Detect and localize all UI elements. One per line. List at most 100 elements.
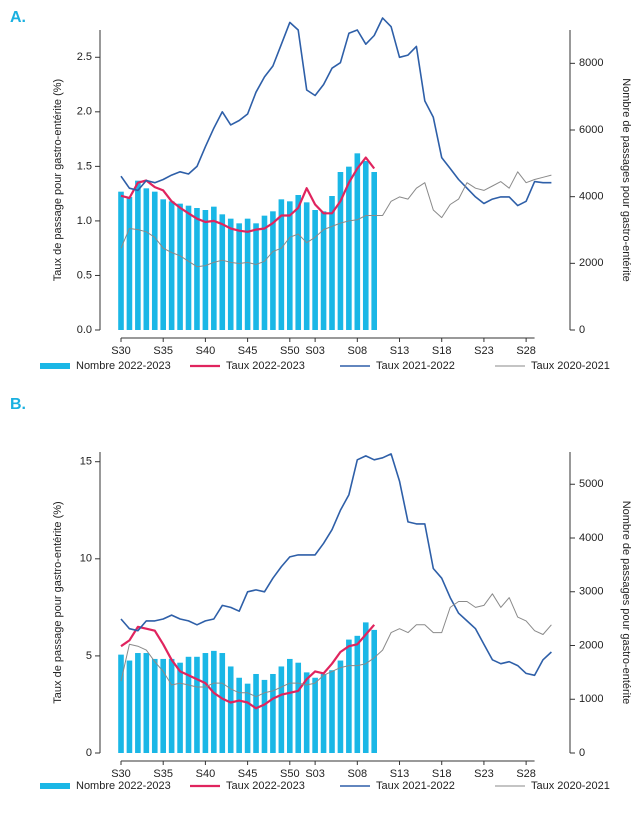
legend-swatch (40, 363, 70, 369)
bar (253, 223, 259, 330)
bar (194, 208, 200, 330)
y2-tick-label: 0 (579, 324, 585, 336)
bar (160, 199, 166, 330)
bar (135, 653, 141, 753)
bar (320, 673, 327, 753)
y-tick-label: 0.5 (77, 269, 92, 281)
x-tick-label: S03 (305, 768, 325, 780)
x-tick-label: S08 (348, 768, 368, 780)
legend-swatch (40, 783, 70, 789)
y-tick-label: 15 (80, 456, 92, 468)
bar (253, 673, 259, 753)
x-tick-label: S23 (474, 768, 494, 780)
bar (346, 639, 352, 753)
bar (219, 214, 226, 330)
bar (177, 203, 183, 330)
bar (168, 658, 175, 753)
legend-label: Taux 2021-2022 (376, 780, 455, 792)
x-tick-label: S13 (390, 768, 410, 780)
bar (143, 653, 150, 753)
bar (151, 658, 158, 753)
y-tick-label: 2.5 (77, 51, 92, 63)
bar (303, 202, 310, 330)
legend-label: Taux 2021-2022 (376, 360, 455, 372)
x-tick-label: S40 (196, 345, 216, 357)
y-tick-label: 2.0 (77, 106, 92, 118)
line (120, 624, 376, 710)
y2-tick-label: 0 (579, 747, 585, 759)
bar (118, 191, 124, 330)
bar (303, 672, 310, 753)
bar (211, 206, 217, 330)
bar (278, 666, 285, 753)
bar (177, 662, 183, 753)
bar (346, 166, 352, 330)
y-tick-label: 0.0 (77, 324, 92, 336)
bar (126, 197, 133, 330)
bar (236, 677, 242, 753)
bar (227, 218, 234, 330)
x-tick-label: S30 (111, 768, 131, 780)
x-tick-label: S50 (280, 345, 300, 357)
x-tick-label: S45 (238, 345, 258, 357)
y-tick-label: 10 (80, 553, 92, 565)
x-tick-label: S40 (196, 768, 216, 780)
bar (202, 210, 209, 330)
x-tick-label: S03 (305, 345, 325, 357)
y2-tick-label: 2000 (579, 257, 603, 269)
bar (371, 629, 377, 753)
bar (362, 161, 369, 330)
bar (354, 635, 361, 753)
legend-label: Taux 2022-2023 (226, 360, 305, 372)
bar (244, 218, 251, 330)
legend-label: Nombre 2022-2023 (76, 780, 171, 792)
bar (135, 180, 141, 330)
line (120, 593, 552, 698)
bar (244, 683, 251, 753)
x-tick-label: S18 (432, 345, 452, 357)
bar (219, 653, 226, 753)
bar (329, 670, 335, 753)
legend-label: Taux 2020-2021 (531, 360, 610, 372)
line (120, 171, 552, 268)
bar (312, 210, 318, 330)
bar (270, 673, 276, 753)
y-tick-label: 0 (86, 747, 92, 759)
bar (185, 656, 192, 753)
bar (287, 201, 293, 330)
bar (337, 660, 344, 753)
bar (270, 211, 276, 330)
x-tick-label: S45 (238, 768, 258, 780)
bar (211, 650, 217, 753)
bar (151, 191, 158, 330)
line (120, 156, 376, 233)
y-axis-title: Taux de passage pour gastro-entérite (%) (52, 501, 64, 703)
panel-label: A. (10, 9, 26, 26)
line (120, 453, 552, 677)
bar (194, 656, 200, 753)
bar (337, 172, 344, 330)
y2-tick-label: 3000 (579, 586, 603, 598)
x-tick-label: S30 (111, 345, 131, 357)
y-tick-label: 5 (86, 650, 92, 662)
x-tick-label: S28 (516, 768, 536, 780)
x-tick-label: S35 (153, 345, 173, 357)
bar (295, 662, 302, 753)
bar (295, 195, 302, 330)
bar (236, 223, 242, 330)
y2-tick-label: 5000 (579, 478, 603, 490)
bar (287, 658, 293, 753)
y2-tick-label: 2000 (579, 639, 603, 651)
y-axis-title: Taux de passage pour gastro-entérite (%) (52, 79, 64, 281)
bar (371, 172, 377, 330)
bar (261, 215, 268, 330)
y-tick-label: 1.5 (77, 160, 92, 172)
y2-tick-label: 1000 (579, 693, 603, 705)
bar (261, 679, 268, 753)
bar (312, 677, 318, 753)
bar (329, 196, 335, 330)
legend-label: Taux 2022-2023 (226, 780, 305, 792)
y2-tick-label: 4000 (579, 191, 603, 203)
panel-label: B. (10, 396, 26, 413)
